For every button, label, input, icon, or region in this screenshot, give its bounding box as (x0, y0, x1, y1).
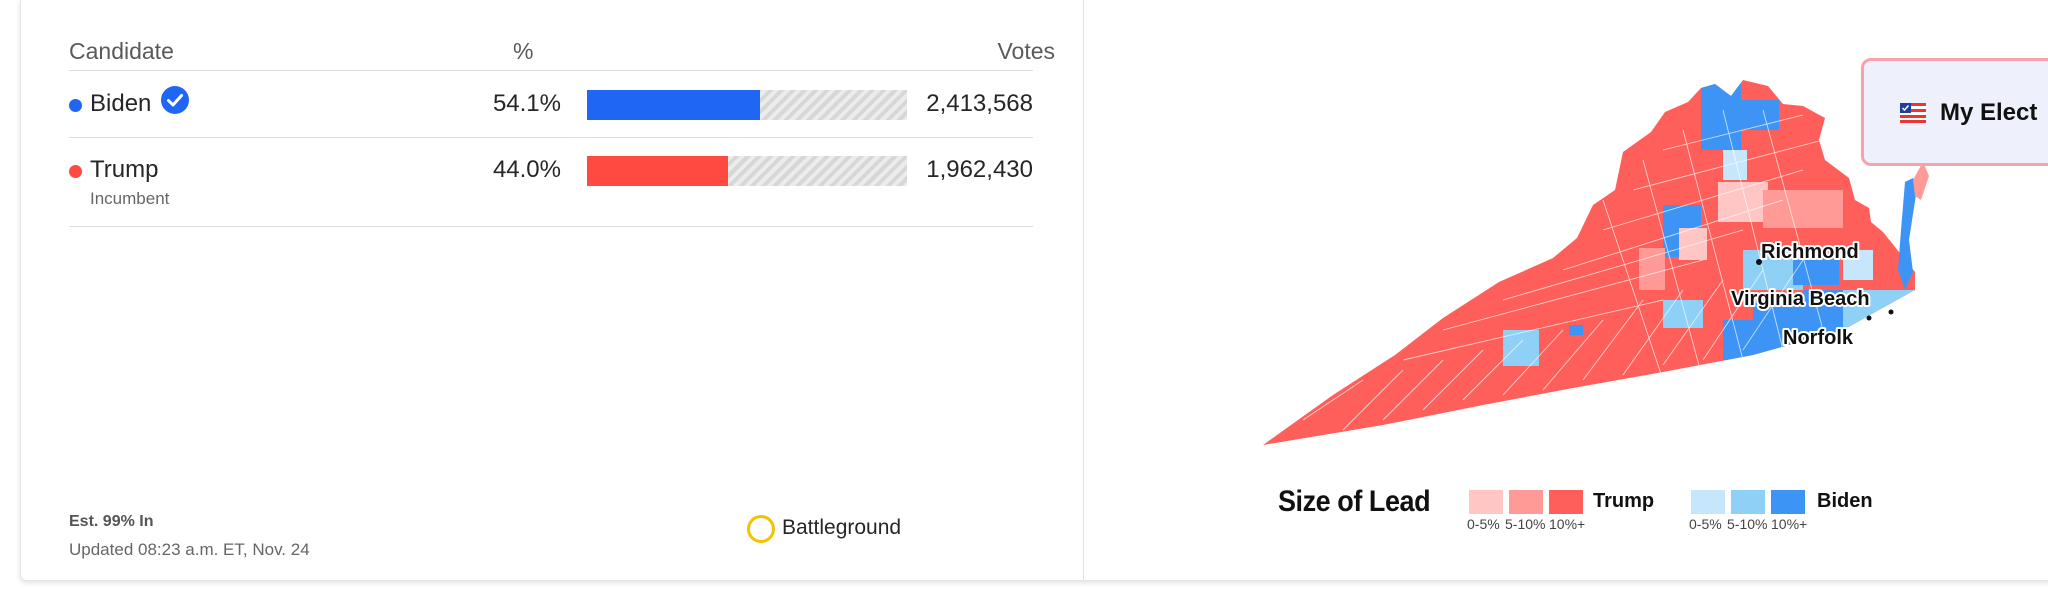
legend-range-label: 10%+ (1771, 516, 1808, 532)
city-dot-virginia-beach (1888, 309, 1894, 315)
vote-share-fill (587, 156, 728, 186)
legend-swatch-trump-10plus (1549, 490, 1583, 514)
divider (69, 70, 1033, 71)
candidate-votes: 2,413,568 (926, 90, 1033, 117)
candidate-votes: 1,962,430 (926, 156, 1033, 183)
city-dot-norfolk (1866, 315, 1872, 321)
party-dot (69, 99, 82, 112)
checkmark-circle-icon (161, 86, 189, 114)
legend-range-label: 0-5% (1467, 516, 1500, 532)
legend-swatch-trump-0-5 (1469, 490, 1503, 514)
header-candidate: Candidate (69, 38, 174, 64)
eastern-shore-region (1898, 178, 1917, 290)
city-markers (1756, 259, 1894, 321)
legend-range-label: 0-5% (1689, 516, 1722, 532)
legend-swatch-trump-5-10 (1509, 490, 1543, 514)
divider (69, 226, 1033, 227)
city-dot-richmond (1756, 259, 1762, 265)
updated-timestamp: Updated 08:23 a.m. ET, Nov. 24 (69, 540, 310, 559)
virginia-county-map[interactable]: Richmond Virginia Beach Norfolk (1103, 0, 2048, 470)
battleground-label: Battleground (782, 516, 902, 539)
incumbent-label: Incumbent (90, 189, 170, 208)
candidate-name: Trump (90, 156, 159, 183)
state-map-panel: Richmond Virginia Beach Norfolk Size of … (1103, 0, 2048, 580)
circle-outline-icon (747, 515, 775, 543)
county-borders (1302, 109, 1824, 431)
results-panel: Candidate % Votes Biden 54.1% 2,413,568 … (21, 0, 1084, 580)
vote-share-bar (587, 90, 907, 120)
us-flag-icon (1900, 103, 1926, 123)
estimate-in: Est. 99% In (69, 513, 154, 530)
divider (69, 137, 1033, 138)
party-dot (69, 165, 82, 178)
legend-trump-label: Trump (1593, 490, 1655, 512)
vote-share-bar (587, 156, 907, 186)
candidate-percent: 54.1% (492, 90, 561, 117)
candidate-percent: 44.0% (492, 156, 561, 183)
header-percent: % (513, 38, 534, 64)
legend-range-label: 10%+ (1549, 516, 1586, 532)
legend-swatch-biden-5-10 (1731, 490, 1765, 514)
vote-share-fill (587, 90, 761, 120)
legend-swatch-biden-10plus (1771, 490, 1805, 514)
legend-range-label: 5-10% (1727, 516, 1768, 532)
header-votes: Votes (997, 38, 1055, 64)
city-label-virginia-beach: Virginia Beach (1731, 288, 1870, 310)
eastern-shore-region (1913, 162, 1929, 200)
candidate-row-trump: Trump Incumbent 44.0% 1,962,430 (69, 144, 1033, 208)
legend-swatch-biden-0-5 (1691, 490, 1725, 514)
legend-range-label: 5-10% (1505, 516, 1546, 532)
candidate-name: Biden (90, 90, 152, 117)
results-card: Candidate % Votes Biden 54.1% 2,413,568 … (20, 0, 2048, 581)
my-election-label: My Elect (1940, 99, 2038, 126)
candidate-row-biden: Biden 54.1% 2,413,568 (69, 78, 1033, 142)
legend-biden-label: Biden (1817, 490, 1873, 512)
city-label-norfolk: Norfolk (1783, 327, 1854, 349)
legend-title: Size of Lead (1278, 485, 1431, 518)
city-label-richmond: Richmond (1761, 241, 1859, 263)
my-election-button[interactable]: My Elect (1861, 58, 2048, 166)
